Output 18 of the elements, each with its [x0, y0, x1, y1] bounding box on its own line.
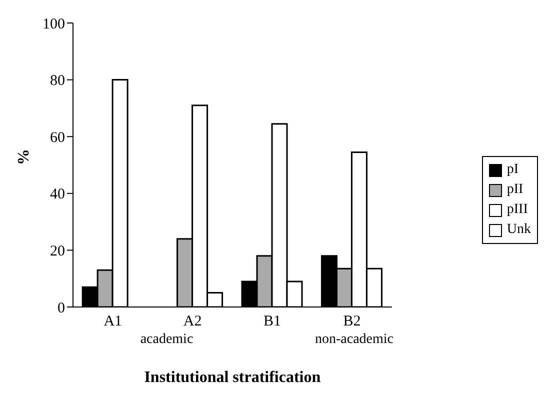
legend-label: Unk — [506, 221, 531, 239]
x-axis-title: Institutional stratification — [144, 369, 321, 386]
y-tick-label: 100 — [42, 16, 65, 32]
legend-label: pII — [506, 181, 524, 199]
x-tick-label: A1 — [104, 314, 122, 330]
y-tick-label: 60 — [50, 130, 65, 146]
x-tick-label: A2 — [183, 314, 202, 330]
y-tick-label: 40 — [50, 186, 65, 203]
text: non-academic — [314, 332, 394, 348]
y-tick-label: 0 — [58, 300, 65, 316]
y-axis-title: % — [16, 149, 33, 165]
x-tick-label: B2 — [343, 314, 361, 330]
legend-label: pIII — [506, 201, 528, 219]
y-tick-label: 80 — [50, 73, 65, 90]
legend-label: pI — [506, 161, 519, 179]
x-tick-label: B1 — [264, 314, 282, 330]
y-tick-label: 20 — [50, 244, 65, 260]
text: academic — [139, 332, 194, 348]
